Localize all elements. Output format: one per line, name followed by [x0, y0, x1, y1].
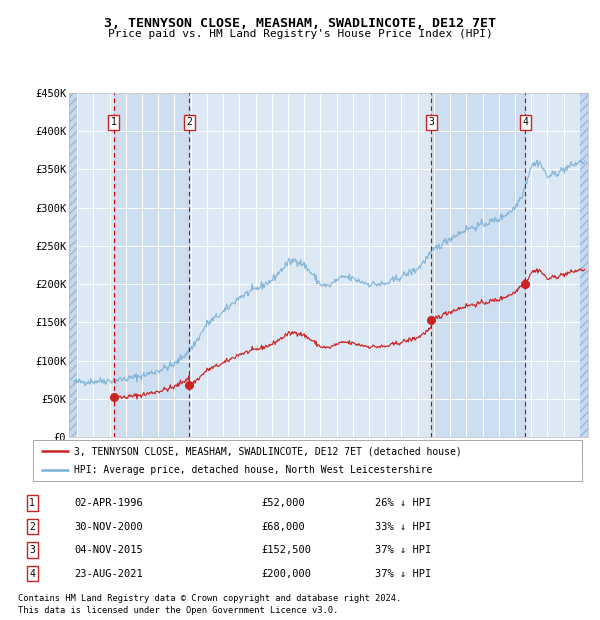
Text: £52,000: £52,000 — [262, 498, 305, 508]
Text: 2: 2 — [29, 521, 35, 531]
Text: 4: 4 — [523, 117, 529, 127]
Text: 1: 1 — [110, 117, 116, 127]
Text: Contains HM Land Registry data © Crown copyright and database right 2024.: Contains HM Land Registry data © Crown c… — [18, 593, 401, 603]
Text: 3, TENNYSON CLOSE, MEASHAM, SWADLINCOTE, DE12 7ET (detached house): 3, TENNYSON CLOSE, MEASHAM, SWADLINCOTE,… — [74, 446, 462, 456]
Text: Price paid vs. HM Land Registry's House Price Index (HPI): Price paid vs. HM Land Registry's House … — [107, 29, 493, 38]
Text: This data is licensed under the Open Government Licence v3.0.: This data is licensed under the Open Gov… — [18, 606, 338, 615]
Text: 4: 4 — [29, 569, 35, 578]
Text: 3: 3 — [29, 545, 35, 555]
Text: 37% ↓ HPI: 37% ↓ HPI — [375, 545, 431, 555]
Text: 2: 2 — [187, 117, 192, 127]
Text: 02-APR-1996: 02-APR-1996 — [75, 498, 143, 508]
Text: 37% ↓ HPI: 37% ↓ HPI — [375, 569, 431, 578]
Text: £68,000: £68,000 — [262, 521, 305, 531]
Bar — [580, 93, 588, 437]
Text: 23-AUG-2021: 23-AUG-2021 — [75, 569, 143, 578]
Bar — [431, 93, 526, 437]
Text: 1: 1 — [29, 498, 35, 508]
Text: 3: 3 — [428, 117, 434, 127]
Text: HPI: Average price, detached house, North West Leicestershire: HPI: Average price, detached house, Nort… — [74, 466, 433, 476]
Text: £152,500: £152,500 — [262, 545, 312, 555]
Text: 33% ↓ HPI: 33% ↓ HPI — [375, 521, 431, 531]
Text: £200,000: £200,000 — [262, 569, 312, 578]
Bar — [69, 93, 77, 437]
Text: 26% ↓ HPI: 26% ↓ HPI — [375, 498, 431, 508]
Text: 04-NOV-2015: 04-NOV-2015 — [75, 545, 143, 555]
Text: 30-NOV-2000: 30-NOV-2000 — [75, 521, 143, 531]
Text: 3, TENNYSON CLOSE, MEASHAM, SWADLINCOTE, DE12 7ET: 3, TENNYSON CLOSE, MEASHAM, SWADLINCOTE,… — [104, 17, 496, 30]
Bar — [113, 93, 190, 437]
